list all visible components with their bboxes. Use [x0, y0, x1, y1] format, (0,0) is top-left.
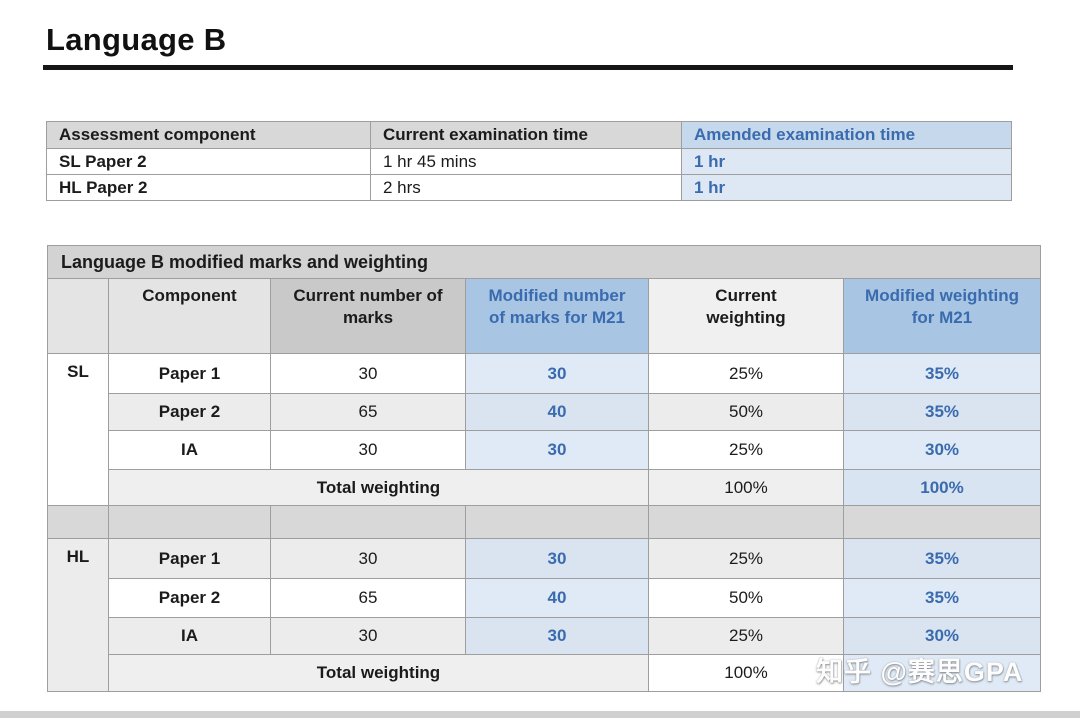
total-row: Total weighting 100% [48, 654, 1042, 692]
cell-modified-weighting: 35% [842, 538, 1042, 579]
total-row: Total weighting 100% 100% [48, 469, 1042, 506]
marks-weighting-table: Language B modified marks and weighting … [46, 245, 1042, 692]
table-row: Paper 2 65 40 50% 35% [48, 578, 1042, 618]
col-header-level [47, 278, 109, 354]
spacer-cell [47, 505, 109, 539]
spacer-cell [648, 505, 844, 539]
cell-current-weighting: 50% [648, 578, 844, 618]
cell-current-weighting: 25% [648, 538, 844, 579]
cell-modified-marks: 30 [465, 430, 649, 470]
col-header-current-weighting: Current weighting [648, 278, 844, 354]
cell-current-time: 1 hr 45 mins [370, 148, 682, 175]
cell-modified-marks: 40 [465, 578, 649, 618]
cell-modified-weighting: 35% [842, 393, 1042, 431]
cell-level-sl: SL [47, 353, 109, 506]
cell-amended-time: 1 hr [681, 148, 1012, 175]
spacer-row [47, 505, 1042, 539]
cell-component: Paper 1 [108, 353, 271, 394]
table-row: IA 30 30 25% 30% [48, 617, 1042, 655]
table-row: SL Paper 2 1 hr 45 mins 1 hr [46, 148, 1012, 175]
spacer-cell [842, 505, 1042, 539]
table-row: IA 30 30 25% 30% [48, 430, 1042, 470]
cell-current-marks: 30 [270, 430, 466, 470]
cell-current-weighting: 25% [648, 617, 844, 655]
col-header-component: Component [108, 278, 271, 354]
cell-current-weighting: 50% [648, 393, 844, 431]
cell-component: HL Paper 2 [46, 174, 371, 201]
spacer-cell [270, 505, 466, 539]
cell-modified-weighting: 30% [842, 617, 1042, 655]
cell-total-current-weighting: 100% [648, 654, 844, 692]
cell-current-marks: 30 [270, 353, 466, 394]
cell-modified-marks: 40 [465, 393, 649, 431]
table-row: HL Paper 1 30 30 25% 35% [47, 538, 1042, 692]
col-header-modified-weighting-m21: Modified weighting for M21 [842, 278, 1042, 354]
cell-component: Paper 2 [108, 578, 271, 618]
cell-total-modified-weighting [842, 654, 1042, 692]
col-header-assessment-component: Assessment component [46, 121, 371, 149]
marks-table-title: Language B modified marks and weighting [46, 245, 1042, 279]
cell-total-current-weighting: 100% [648, 469, 844, 506]
exam-time-table: Assessment component Current examination… [46, 121, 1012, 201]
cell-modified-marks: 30 [465, 617, 649, 655]
cell-modified-marks: 30 [465, 353, 649, 394]
col-header-current-marks: Current number of marks [270, 278, 466, 354]
table-row: SL Paper 1 30 30 25% 35% [47, 353, 1042, 506]
bottom-strip [0, 711, 1080, 718]
cell-modified-weighting: 30% [842, 430, 1042, 470]
col-header-amended-examination-time: Amended examination time [681, 121, 1012, 149]
cell-total-modified-weighting: 100% [842, 469, 1042, 506]
cell-modified-marks: 30 [465, 538, 649, 579]
cell-current-weighting: 25% [648, 430, 844, 470]
cell-component: SL Paper 2 [46, 148, 371, 175]
cell-component: Paper 2 [108, 393, 271, 431]
spacer-cell [108, 505, 271, 539]
table-row: HL Paper 2 2 hrs 1 hr [46, 174, 1012, 201]
cell-total-label: Total weighting [108, 469, 649, 506]
table-header-row: Component Current number of marks Modifi… [47, 278, 1042, 354]
cell-current-time: 2 hrs [370, 174, 682, 201]
cell-current-marks: 65 [270, 578, 466, 618]
cell-current-weighting: 25% [648, 353, 844, 394]
table-row: Paper 2 65 40 50% 35% [48, 393, 1042, 431]
col-header-modified-marks-m21: Modified number of marks for M21 [465, 278, 649, 354]
page-title: Language B [46, 22, 227, 57]
cell-level-hl: HL [47, 538, 109, 692]
cell-modified-weighting: 35% [842, 353, 1042, 394]
cell-amended-time: 1 hr [681, 174, 1012, 201]
watermark: 知乎 @赛思GPA [816, 657, 1024, 687]
cell-total-label: Total weighting [108, 654, 649, 692]
cell-current-marks: 30 [270, 617, 466, 655]
spacer-cell [465, 505, 649, 539]
cell-current-marks: 65 [270, 393, 466, 431]
table-header-row: Assessment component Current examination… [46, 121, 1012, 149]
cell-component: IA [108, 617, 271, 655]
cell-current-marks: 30 [270, 538, 466, 579]
title-underline [43, 65, 1013, 70]
cell-component: Paper 1 [108, 538, 271, 579]
cell-component: IA [108, 430, 271, 470]
table-title-row: Language B modified marks and weighting [46, 245, 1042, 279]
cell-modified-weighting: 35% [842, 578, 1042, 618]
col-header-current-examination-time: Current examination time [370, 121, 682, 149]
